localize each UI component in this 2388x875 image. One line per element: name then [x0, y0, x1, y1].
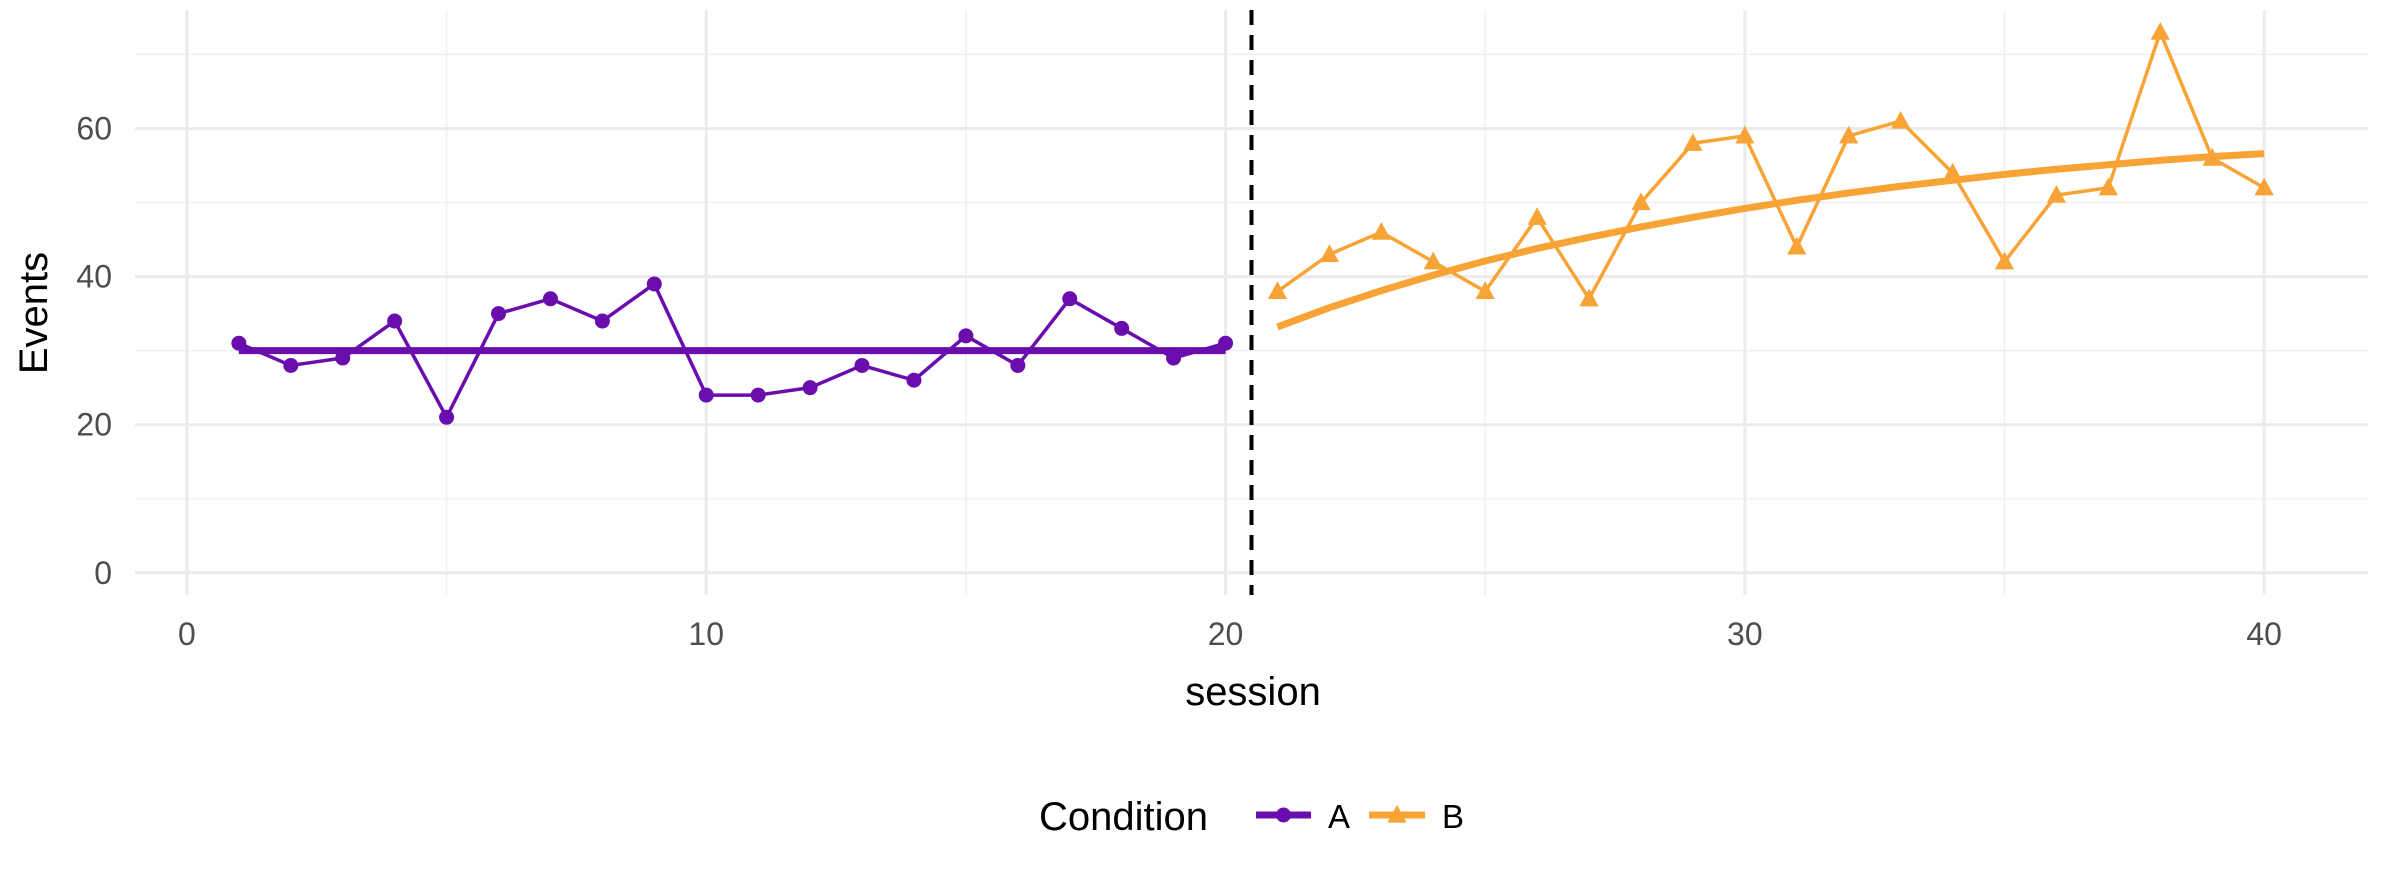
legend-title: Condition [1039, 795, 1208, 839]
data-point-a [1010, 357, 1026, 373]
data-point-a [958, 328, 974, 344]
data-point-a [1114, 320, 1130, 336]
data-point-b [2254, 177, 2274, 196]
data-point-a [491, 306, 507, 322]
data-point-a [439, 409, 455, 425]
data-point-b [2046, 185, 2067, 203]
y-tick-label: 60 [76, 110, 112, 146]
data-point-b [1267, 281, 1288, 299]
data-point-b [1319, 244, 1340, 262]
data-point-b [1994, 251, 2015, 270]
data-point-a [646, 276, 662, 292]
x-tick-label: 30 [1727, 616, 1763, 652]
data-point-a [335, 350, 351, 366]
data-point-a [906, 372, 922, 388]
x-tick-label: 10 [688, 616, 724, 652]
trend-line-b [1276, 150, 2265, 331]
x-axis-title: session [1185, 670, 1321, 714]
legend-marker-b [1387, 804, 1407, 823]
y-tick-label: 40 [76, 259, 112, 295]
data-point-b [1942, 162, 1963, 181]
data-point-b [1683, 133, 1703, 151]
data-point-a [283, 357, 299, 373]
data-point-a [802, 380, 818, 396]
data-point-b [1839, 125, 1859, 144]
data-point-a [698, 387, 714, 403]
data-point-b [2202, 147, 2222, 166]
data-point-b [1371, 222, 1391, 240]
x-tick-labels: 0 10 20 30 40 [178, 616, 2282, 652]
series-line-a [238, 282, 1227, 420]
y-tick-label: 20 [76, 407, 112, 443]
data-point-b [1475, 281, 1495, 299]
points [231, 22, 2274, 425]
data-point-a [1062, 291, 1078, 307]
data-point-a [594, 313, 610, 329]
trend-lines [238, 150, 2265, 355]
legend: Condition A B [1039, 795, 1464, 839]
legend-label-b: B [1442, 798, 1464, 835]
data-point-b [1579, 288, 1599, 307]
data-point-a [387, 313, 403, 329]
y-axis-title: Events [12, 252, 56, 374]
legend-label-a: A [1328, 798, 1350, 835]
legend-key-b [1369, 804, 1425, 823]
legend-marker-a [1276, 807, 1291, 823]
data-point-a [1166, 350, 1182, 366]
x-tick-label: 40 [2246, 616, 2282, 652]
data-point-b [1891, 110, 1911, 129]
data-point-a [750, 387, 766, 403]
y-tick-label: 0 [94, 555, 112, 591]
x-tick-label: 0 [178, 616, 196, 652]
data-point-b [1631, 192, 1651, 211]
data-point-b [1527, 207, 1547, 225]
data-point-b [1787, 236, 1807, 255]
legend-key-a [1256, 807, 1311, 823]
data-point-b [1423, 251, 1443, 270]
x-tick-label: 20 [1208, 616, 1244, 652]
series-line-b [1276, 30, 2266, 301]
series-lines [238, 30, 2266, 420]
data-point-b [2150, 22, 2170, 40]
y-tick-labels: 0 20 40 60 [76, 110, 112, 590]
data-point-a [1218, 335, 1234, 351]
data-point-b [1735, 125, 1755, 144]
data-point-a [542, 291, 558, 307]
data-point-a [854, 357, 870, 373]
data-point-b [2098, 177, 2118, 196]
data-point-a [231, 335, 247, 351]
